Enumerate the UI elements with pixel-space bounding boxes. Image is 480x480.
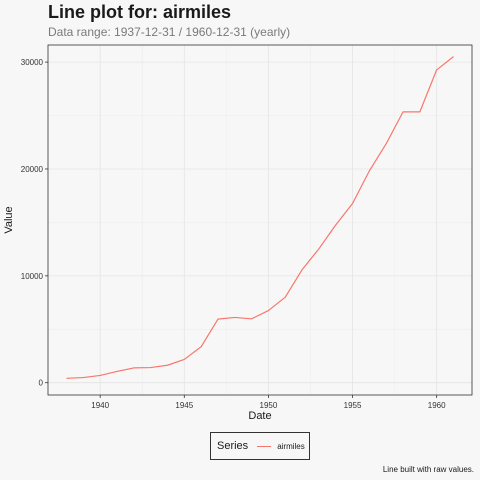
x-tick-label: 1950: [260, 401, 278, 410]
y-tick-label: 30000: [21, 58, 44, 67]
grid-lines: [48, 45, 472, 395]
chart-caption: Line built with raw values.: [382, 465, 474, 474]
y-axis: 0 10000 20000 30000: [21, 58, 48, 388]
plot-panel: [47, 44, 473, 396]
x-axis: 1940 1945 1950 1955 1960: [91, 395, 446, 410]
series-line-airmiles: [66, 56, 454, 379]
y-tick-label: 20000: [21, 165, 44, 174]
chart-title: Line plot for: airmiles: [48, 2, 232, 22]
y-axis-label: Value: [3, 206, 15, 233]
y-tick-label: 10000: [21, 272, 44, 281]
x-tick-label: 1945: [175, 401, 193, 410]
series-layer: [66, 56, 454, 379]
chart-subtitle: Data range: 1937-12-31 / 1960-12-31 (yea…: [48, 25, 291, 39]
legend-label: airmiles: [277, 441, 305, 451]
legend-title: Series: [217, 440, 249, 452]
x-tick-label: 1955: [344, 401, 362, 410]
legend: Series airmiles: [210, 432, 310, 460]
x-tick-label: 1940: [91, 401, 109, 410]
x-axis-label: Date: [248, 410, 271, 422]
y-tick-label: 0: [39, 379, 44, 388]
legend-key-line: [257, 445, 272, 447]
x-tick-label: 1960: [428, 401, 446, 410]
